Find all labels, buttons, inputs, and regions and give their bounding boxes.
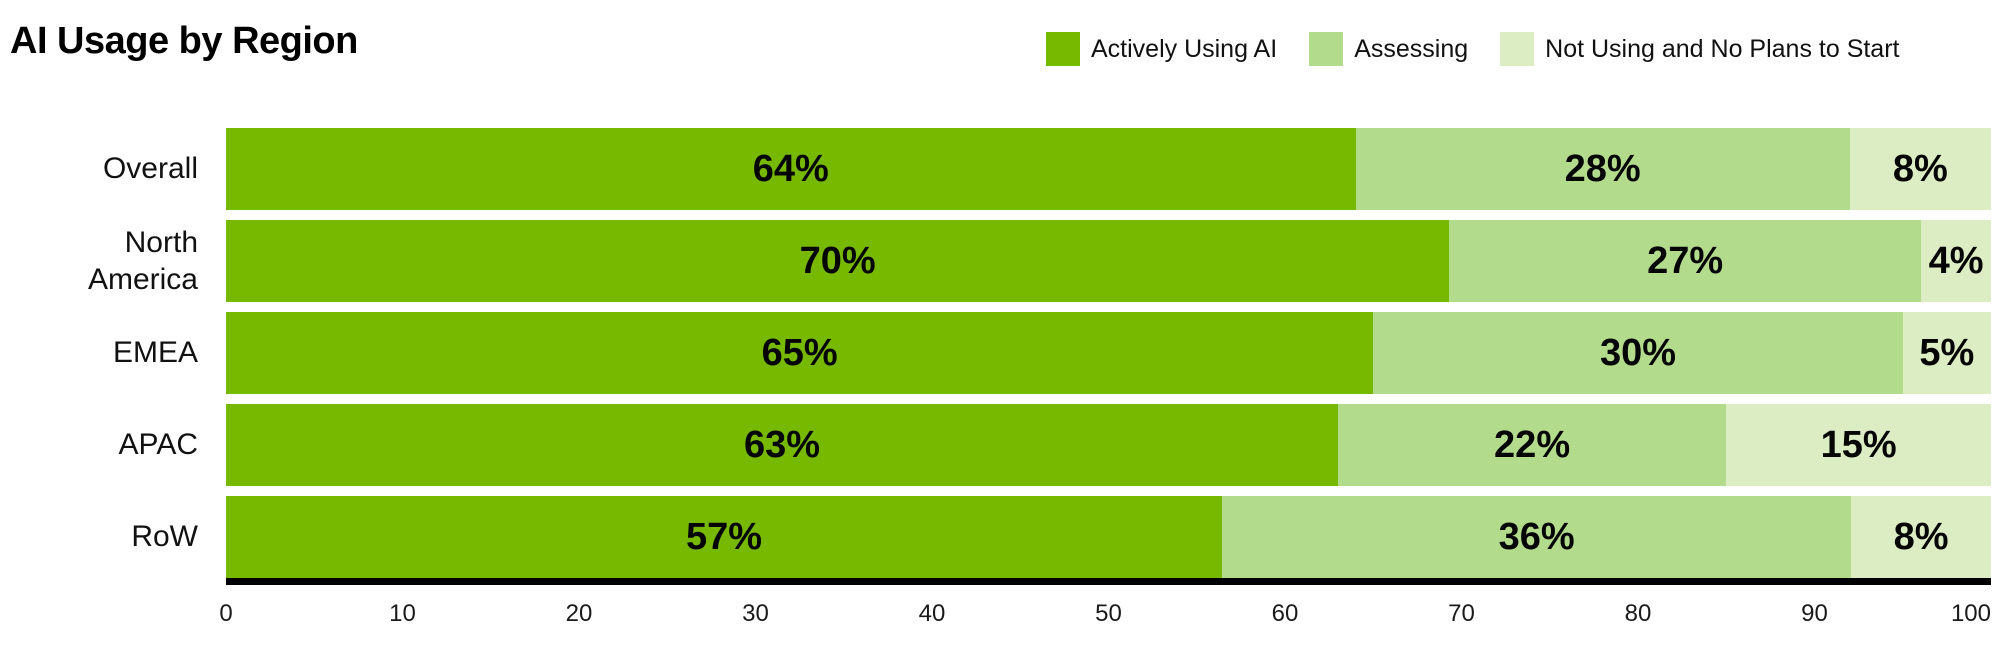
bar-segment: 5% <box>1902 312 1991 394</box>
category-label: EMEA <box>112 336 198 370</box>
stacked-bar: 57% 36% 8% <box>226 496 1991 578</box>
category-label: RoW <box>131 520 198 554</box>
x-axis-tick-label: 60 <box>1271 600 1299 627</box>
legend-label: Actively Using AI <box>1091 34 1278 63</box>
bar-segment: 27% <box>1449 220 1922 302</box>
segment-value-label: 8% <box>1892 147 1948 190</box>
x-axis-tick-label: 90 <box>1801 600 1828 627</box>
bar-segment: 30% <box>1373 312 1903 394</box>
segment-value-label: 15% <box>1820 423 1897 466</box>
segment-value-label: 64% <box>752 147 829 190</box>
category-label: Overall <box>102 152 198 186</box>
x-axis-tick-label: 20 <box>565 600 593 627</box>
legend-swatch-icon <box>1046 32 1080 66</box>
bar-segment: 22% <box>1337 404 1727 486</box>
bar-segment: 28% <box>1355 128 1850 210</box>
segment-value-label: 22% <box>1494 423 1571 466</box>
bar-row: Overall 64% 28% 8% <box>0 128 1999 210</box>
segment-value-label: 4% <box>1928 239 1984 282</box>
bar-row: APAC 63% 22% 15% <box>0 404 1999 486</box>
bar-segment: 65% <box>226 312 1374 394</box>
segment-value-label: 57% <box>686 515 763 558</box>
x-axis-tick-label: 100 <box>1950 600 1991 627</box>
legend-swatch-icon <box>1309 32 1344 66</box>
x-axis-line <box>226 578 1991 585</box>
category-label: APAC <box>118 428 198 462</box>
bar-segment: 4% <box>1921 220 1991 302</box>
segment-value-label: 5% <box>1919 331 1975 374</box>
bar-segment: 57% <box>226 496 1223 578</box>
row-label-cell: RoW <box>0 496 226 578</box>
x-axis-tick-label: 50 <box>1095 600 1122 627</box>
legend-label: Assessing <box>1354 34 1469 63</box>
segment-value-label: 8% <box>1893 515 1949 558</box>
x-axis-tick-label: 80 <box>1624 600 1652 627</box>
segment-value-label: 27% <box>1647 239 1724 282</box>
bar-segment: 8% <box>1849 128 1991 210</box>
row-label-cell: Overall <box>0 128 226 210</box>
x-axis-ticks: 0 10 20 30 40 50 60 70 80 90 100 <box>219 600 1991 632</box>
bar-segment: 64% <box>226 128 1356 210</box>
bar-row: North America 70% 27% 4% <box>0 220 1999 302</box>
stacked-bar: 65% 30% 5% <box>226 312 1991 394</box>
x-axis-tick-label: 30 <box>742 600 769 627</box>
legend-item: Assessing <box>1309 32 1468 66</box>
category-label: North America <box>87 225 198 297</box>
x-axis-tick-label: 10 <box>389 600 416 627</box>
bar-segment: 70% <box>226 220 1450 302</box>
legend-item: Actively Using AI <box>1046 32 1277 66</box>
segment-value-label: 70% <box>799 239 876 282</box>
x-axis-tick-label: 70 <box>1448 600 1475 627</box>
row-label-cell: APAC <box>0 404 226 486</box>
stacked-bar: 64% 28% 8% <box>226 128 1991 210</box>
segment-value-label: 63% <box>743 423 820 466</box>
bar-segment: 63% <box>226 404 1338 486</box>
stacked-bar: 63% 22% 15% <box>226 404 1991 486</box>
segment-value-label: 30% <box>1599 331 1677 374</box>
legend-swatch-icon <box>1500 32 1535 66</box>
bar-row: EMEA 65% 30% 5% <box>0 312 1999 394</box>
legend-label: Not Using and No Plans to Start <box>1545 34 1900 63</box>
x-axis-tick-label: 0 <box>219 600 233 627</box>
row-label-cell: EMEA <box>0 312 226 394</box>
row-label-cell: North America <box>0 220 226 302</box>
bar-row: RoW 57% 36% 8% <box>0 496 1999 578</box>
bar-rows: Overall 64% 28% 8% North America 70% 27% 4% EMEA… <box>0 128 1999 578</box>
bar-segment: 8% <box>1851 496 1991 578</box>
bar-segment: 36% <box>1222 496 1852 578</box>
chart-title: AI Usage by Region <box>10 20 358 62</box>
segment-value-label: 28% <box>1564 147 1641 190</box>
legend: Actively Using AI Assessing Not Using and … <box>1046 32 1900 66</box>
x-axis-tick-label: 40 <box>918 600 946 627</box>
segment-value-label: 65% <box>761 331 838 374</box>
bar-segment: 15% <box>1726 404 1991 486</box>
stacked-bar: 70% 27% 4% <box>226 220 1991 302</box>
legend-item: Not Using and No Plans to Start <box>1500 32 1900 66</box>
segment-value-label: 36% <box>1498 515 1575 558</box>
